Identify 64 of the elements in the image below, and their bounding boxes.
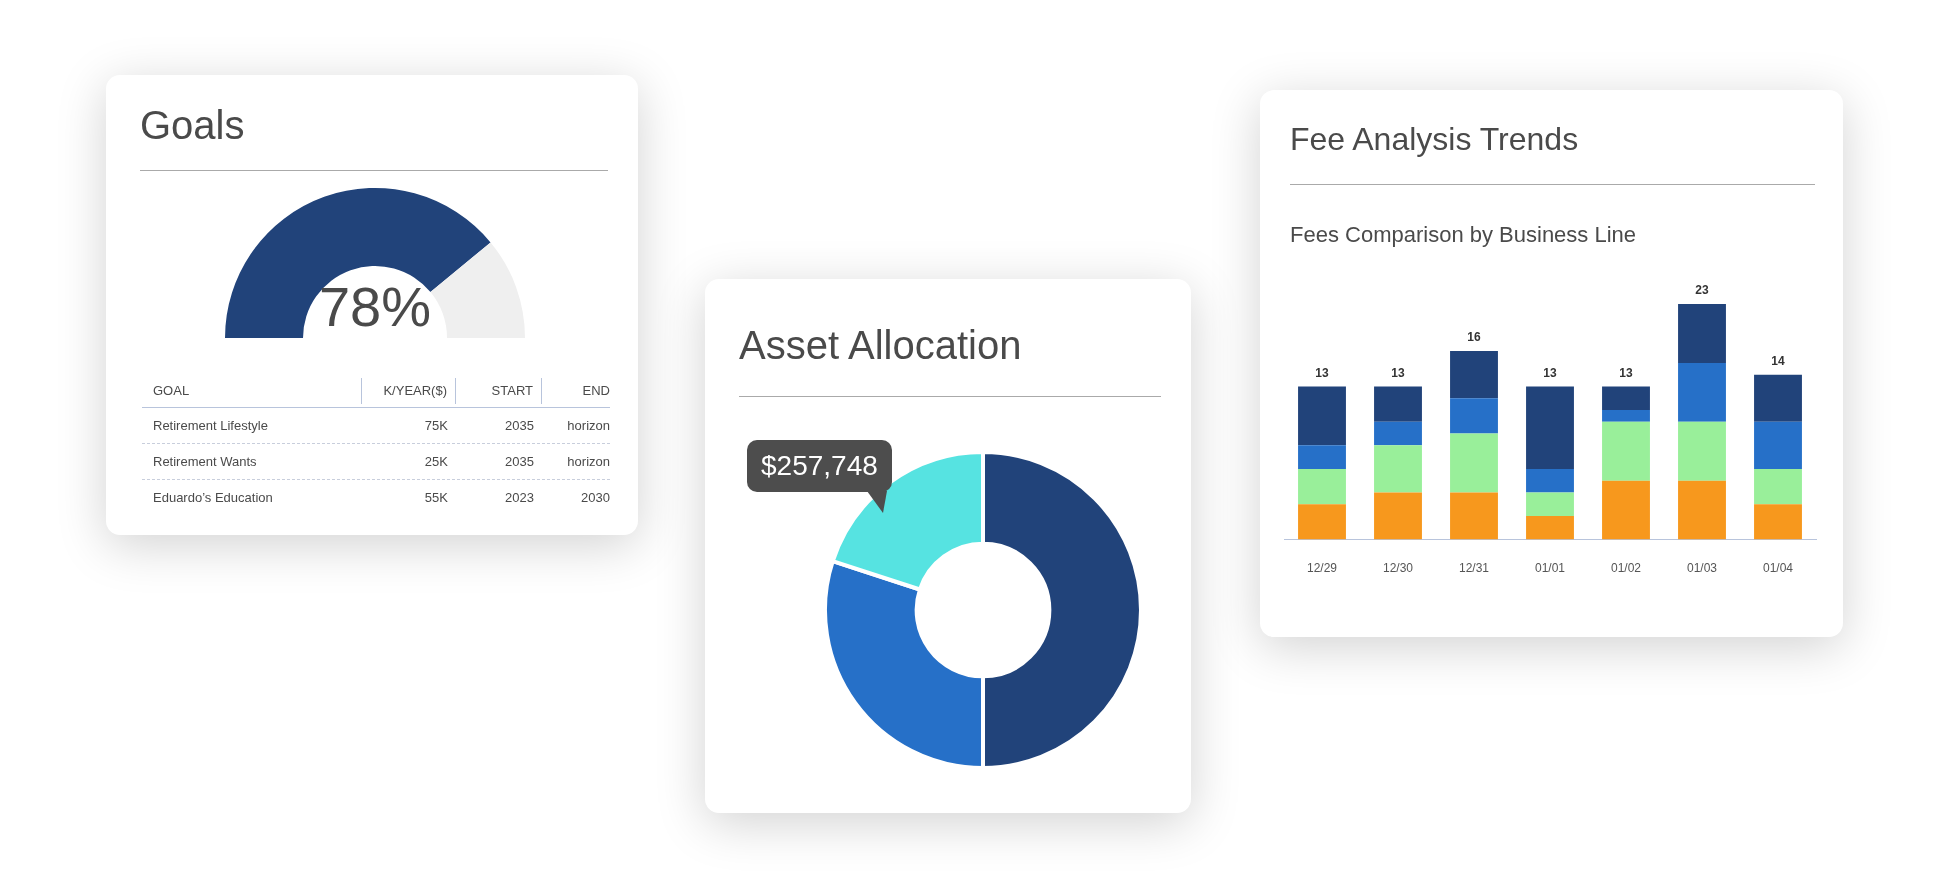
bar: [1678, 304, 1726, 363]
text: Retirement Wants: [152, 452, 258, 471]
annotation: 14: [1771, 353, 1785, 368]
bar: [1298, 504, 1346, 540]
annotation: 16: [1467, 330, 1481, 345]
bar: [1754, 374, 1802, 422]
bar: [1374, 492, 1422, 540]
bar: [1526, 386, 1574, 469]
chart-title: Goals: [140, 103, 245, 147]
bar: [1374, 386, 1422, 422]
x-tick-label: 01/01: [1534, 561, 1566, 576]
x-tick-label: 01/04: [1762, 561, 1794, 576]
text: 2023: [504, 488, 535, 507]
bar: [1678, 480, 1726, 540]
bar: [1754, 504, 1802, 540]
text: END: [581, 382, 610, 400]
bar: [1754, 421, 1802, 469]
annotation: 13: [1391, 365, 1405, 380]
text: 25K: [423, 452, 449, 471]
x-tick-label: 12/29: [1306, 561, 1338, 576]
text: 2030: [580, 488, 610, 507]
bar: [1298, 386, 1346, 446]
bar: [1526, 492, 1574, 517]
text: horizon: [566, 416, 610, 435]
bar: [1298, 468, 1346, 505]
text: $257,748: [761, 450, 878, 481]
text: K/YEAR($): [362, 378, 456, 404]
annotation: 13: [1619, 365, 1633, 380]
bar: [1754, 468, 1802, 505]
chart-subtitle: Fees Comparison by Business Line: [1290, 222, 1637, 248]
bar: [1526, 516, 1574, 540]
text: Retirement Lifestyle: [152, 416, 269, 435]
bar: [1298, 445, 1346, 469]
bar: [1526, 468, 1574, 493]
text: 75K: [423, 416, 449, 435]
annotation: 13: [1315, 365, 1329, 380]
chart-title: Fee Analysis Trends: [1290, 121, 1579, 158]
x-tick-label: 12/30: [1382, 561, 1414, 576]
text: horizon: [566, 452, 610, 471]
bar: [1374, 445, 1422, 493]
x-tick-label: 12/31: [1458, 561, 1490, 576]
bar: [1602, 421, 1650, 481]
bar: [1450, 398, 1498, 434]
bar: [1602, 386, 1650, 411]
bar: [1678, 362, 1726, 422]
bar: [1678, 421, 1726, 481]
chart-title: Asset Allocation: [739, 323, 1022, 367]
bar: [1602, 410, 1650, 422]
bar: [1450, 351, 1498, 399]
text: 78%: [318, 275, 432, 338]
text: 2035: [504, 416, 535, 435]
text: 55K: [423, 488, 449, 507]
bar: [1450, 492, 1498, 540]
annotation: 13: [1543, 365, 1557, 380]
annotation: 23: [1695, 283, 1709, 298]
text: START: [456, 378, 542, 404]
x-tick-label: 01/03: [1686, 561, 1718, 576]
bar: [1450, 433, 1498, 493]
text: Eduardo’s Education: [152, 488, 274, 507]
bar: [1374, 421, 1422, 446]
bar: [1602, 480, 1650, 540]
text: GOAL: [142, 378, 362, 404]
x-tick-label: 01/02: [1610, 561, 1642, 576]
text: 2035: [504, 452, 535, 471]
